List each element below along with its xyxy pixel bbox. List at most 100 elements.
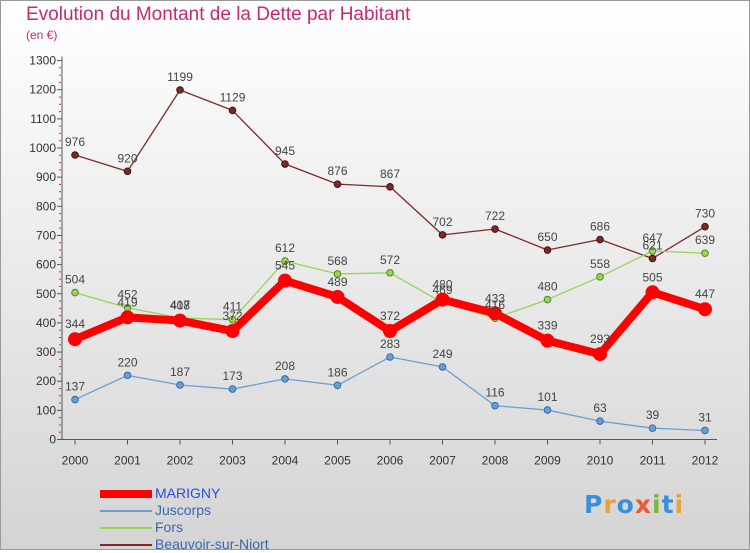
data-label: 417 — [170, 298, 190, 312]
y-tick-label: 900 — [36, 170, 56, 184]
chart-title: Evolution du Montant de la Dette par Hab… — [26, 4, 411, 25]
data-label: 63 — [593, 401, 607, 415]
data-point — [540, 333, 555, 348]
legend-label: Beauvoir-sur-Niort — [155, 536, 269, 552]
data-label: 702 — [432, 215, 452, 229]
data-label: 568 — [327, 254, 347, 268]
data-label: 867 — [380, 167, 400, 181]
data-point — [386, 268, 394, 277]
unit-label: (en €) — [26, 28, 58, 42]
data-point — [333, 270, 342, 278]
legend-item: MARIGNY — [100, 485, 360, 502]
data-label: 505 — [642, 270, 662, 284]
y-tick-label: 400 — [36, 316, 56, 330]
legend-item: Juscorps — [100, 502, 360, 519]
data-point — [228, 385, 237, 393]
data-point — [330, 289, 345, 304]
x-tick-label: 2007 — [429, 454, 456, 468]
data-point — [698, 302, 712, 317]
x-tick-label: 2003 — [219, 454, 246, 468]
data-point — [701, 249, 709, 258]
y-tick-label: 1300 — [29, 54, 56, 68]
legend-label: Fors — [155, 519, 183, 535]
data-label: 419 — [117, 295, 137, 309]
data-label: 722 — [485, 209, 505, 223]
data-point — [386, 182, 394, 191]
y-tick-label: 200 — [36, 374, 56, 388]
y-tick-label: 800 — [36, 199, 56, 213]
legend-item: Beauvoir-sur-Niort — [100, 536, 360, 553]
data-point — [68, 332, 82, 347]
data-label: 480 — [432, 278, 452, 292]
x-tick-label: 2012 — [692, 454, 719, 468]
y-tick-label: 300 — [36, 345, 56, 359]
data-label: 186 — [327, 365, 347, 379]
data-point — [593, 347, 607, 362]
data-label: 504 — [65, 273, 85, 287]
data-point — [71, 151, 79, 159]
data-point — [228, 315, 237, 324]
legend-label: Juscorps — [155, 502, 212, 518]
data-point — [225, 324, 240, 339]
data-point — [435, 292, 450, 307]
data-label: 558 — [590, 257, 610, 271]
y-tick-label: 1000 — [29, 141, 56, 155]
y-tick-label: 1100 — [30, 112, 56, 126]
data-label: 416 — [485, 298, 505, 312]
data-label: 344 — [65, 317, 85, 331]
data-label: 469 — [432, 283, 452, 297]
data-point — [438, 363, 447, 371]
data-label: 249 — [432, 347, 452, 361]
data-point — [278, 273, 292, 288]
data-label: 187 — [170, 365, 190, 379]
legend-swatch — [100, 490, 152, 498]
data-label: 31 — [698, 410, 712, 424]
legend-label: MARIGNY — [155, 485, 221, 501]
y-tick-label: 600 — [36, 258, 56, 272]
legend-swatch — [100, 527, 152, 529]
data-point — [333, 381, 342, 390]
data-label: 372 — [380, 309, 400, 323]
data-label: 920 — [117, 151, 137, 165]
data-label: 220 — [117, 355, 137, 369]
data-labels: 976 920 1199 1129 945 876 867 702 722 650 686 621 73… — [65, 70, 715, 424]
data-point — [176, 381, 184, 389]
data-label: 572 — [380, 253, 400, 267]
data-label: 876 — [327, 164, 347, 178]
data-point — [488, 306, 502, 321]
y-tick-label: 700 — [36, 228, 56, 242]
y-tick-label: 0 — [49, 433, 56, 447]
data-point — [228, 106, 237, 115]
data-label: 647 — [642, 231, 662, 245]
data-label: 452 — [117, 288, 137, 302]
data-point — [333, 180, 342, 188]
data-label: 116 — [485, 386, 504, 400]
data-point — [491, 401, 499, 410]
x-tick-label: 2010 — [587, 454, 614, 468]
legend: MARIGNY Juscorps Fors Beauvoir-sur-Niort — [100, 485, 360, 553]
data-label: 372 — [222, 309, 242, 323]
data-label: 545 — [275, 259, 295, 273]
x-tick-label: 2005 — [324, 454, 351, 468]
legend-swatch — [100, 510, 152, 512]
data-point — [645, 285, 660, 300]
y-tick-label: 500 — [36, 287, 56, 301]
data-label: 408 — [170, 299, 190, 313]
data-label: 976 — [65, 135, 85, 149]
data-point — [701, 222, 709, 231]
data-label: 612 — [275, 241, 295, 255]
data-label: 137 — [65, 380, 85, 394]
data-point — [281, 257, 289, 265]
data-label: 39 — [646, 408, 660, 422]
data-label: 730 — [695, 207, 715, 221]
data-label: 339 — [537, 319, 557, 333]
data-label: 621 — [642, 238, 662, 252]
y-tick-label: 100 — [36, 403, 56, 417]
data-label: 411 — [223, 300, 242, 314]
data-point — [596, 273, 604, 281]
data-point — [71, 288, 79, 297]
data-point — [543, 246, 552, 254]
series-lines — [68, 86, 712, 435]
